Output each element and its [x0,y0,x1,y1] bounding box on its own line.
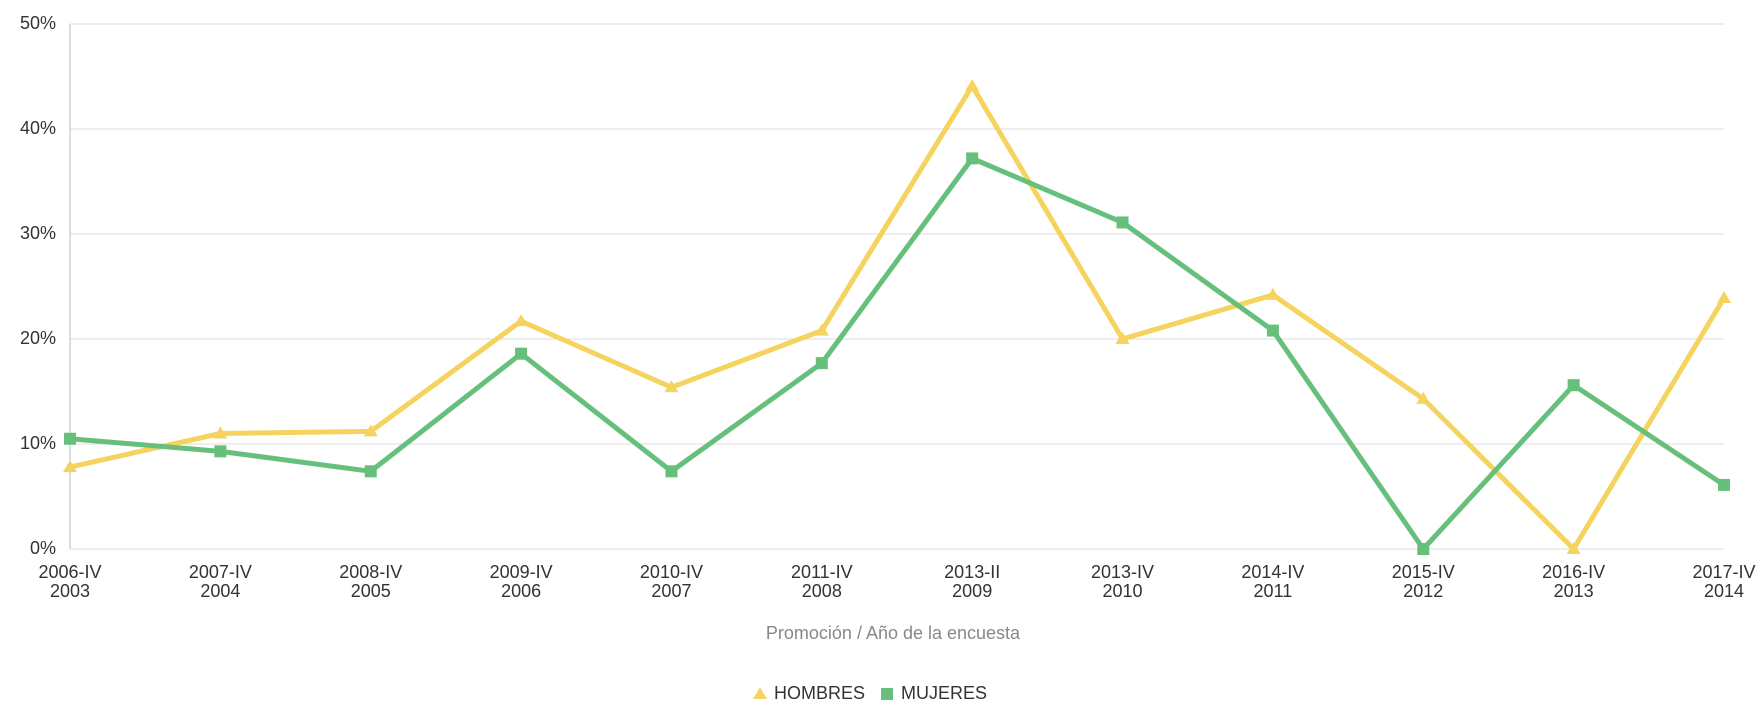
x-tick-label: 2011-IV [791,562,853,582]
series-line [69,155,1726,552]
x-tick-label: 2014 [1704,581,1744,601]
x-tick-label: 2004 [200,581,240,601]
y-tick-label: 10% [20,433,56,453]
x-tick-label: 2012 [1403,581,1443,601]
marker [1567,379,1580,392]
x-tick-label: 2017-IV [1692,562,1755,582]
marker [515,347,528,360]
x-tick-label: 2009 [952,581,992,601]
y-tick-label: 50% [20,13,56,33]
marker [1266,324,1279,337]
marker [214,445,227,458]
marker [64,432,76,445]
x-tick-label: 2011 [1254,581,1293,601]
marker [1265,287,1280,300]
x-tick-label: 2003 [50,581,90,601]
marker [664,380,679,393]
x-tick-label: 2008 [802,581,842,601]
marker [665,465,678,478]
x-tick-label: 2013-II [944,562,1000,582]
y-tick-label: 20% [20,328,56,348]
marker [965,78,980,91]
marker [363,424,378,437]
x-axis-title: Promoción / Año de la encuesta [766,623,1021,643]
y-tick-label: 30% [20,223,56,243]
y-tick-label: 0% [30,538,56,558]
marker [1566,542,1581,554]
marker [815,357,828,370]
x-tick-label: 2006-IV [38,562,101,582]
marker [514,314,529,327]
marker [753,687,767,699]
marker [1717,291,1731,304]
marker [1116,216,1129,229]
x-tick-label: 2009-IV [490,562,553,582]
x-tick-label: 2010-IV [640,562,703,582]
marker [213,426,228,439]
series-line [69,83,1727,552]
x-tick-label: 2013-IV [1091,562,1154,582]
legend-label: MUJERES [901,683,987,703]
x-tick-label: 2006 [501,581,541,601]
x-tick-label: 2015-IV [1392,562,1455,582]
x-tick-label: 2007 [651,581,691,601]
marker [1115,332,1130,344]
x-tick-label: 2005 [351,581,391,601]
x-tick-label: 2014-IV [1241,562,1304,582]
marker [1718,478,1730,491]
marker [814,323,829,336]
x-tick-label: 2008-IV [339,562,402,582]
marker [966,152,979,165]
x-tick-label: 2016-IV [1542,562,1605,582]
marker [1417,543,1430,555]
marker [1416,391,1431,404]
marker [364,465,377,478]
x-tick-label: 2007-IV [189,562,252,582]
y-tick-label: 40% [20,118,56,138]
legend-label: HOMBRES [774,683,865,703]
marker [63,460,77,473]
x-tick-label: 2010 [1103,581,1143,601]
x-tick-label: 2013 [1554,581,1594,601]
marker [881,688,894,700]
